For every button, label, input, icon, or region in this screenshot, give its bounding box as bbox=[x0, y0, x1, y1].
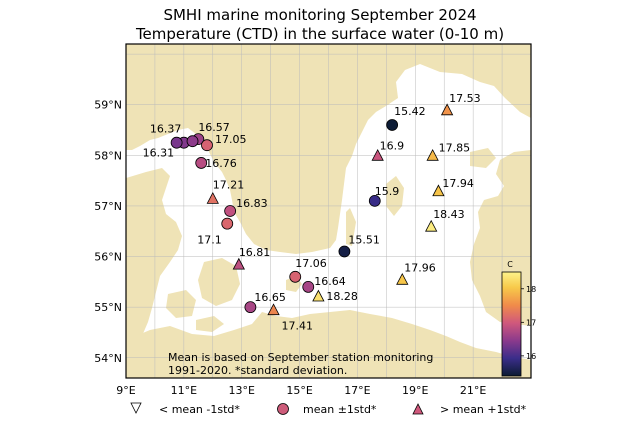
lon-tick-label: 15°E bbox=[286, 384, 312, 397]
map-area bbox=[126, 44, 531, 378]
lon-tick-label: 9°E bbox=[116, 384, 135, 397]
station-value-label: 16.81 bbox=[239, 246, 270, 259]
station-value-label: 16.65 bbox=[254, 291, 286, 304]
station-marker-mean bbox=[224, 205, 237, 217]
lat-tick-label: 55°N bbox=[94, 301, 122, 314]
lat-tick-label: 56°N bbox=[94, 251, 122, 264]
station-value-label: 17.1 bbox=[197, 234, 222, 247]
station-marker-above bbox=[232, 257, 245, 270]
gridlines bbox=[126, 44, 531, 378]
axis-ticks: 9°E 11°E 13°E 15°E 17°E 19°E 21°E 54°N 55°N 56°N 5… bbox=[94, 99, 486, 397]
land-jutland bbox=[126, 168, 182, 340]
station-value-label: 17.85 bbox=[439, 141, 471, 154]
station-marker-mean bbox=[302, 281, 315, 293]
station-value-label: 16.76 bbox=[205, 157, 237, 170]
legend-label-above: > mean +1std* bbox=[440, 403, 527, 416]
title-line1: SMHI marine monitoring September 2024 bbox=[163, 6, 477, 24]
station-value-label: 17.21 bbox=[213, 178, 245, 191]
station-marker-mean bbox=[338, 245, 351, 258]
station-value-label: 17.06 bbox=[295, 257, 327, 270]
station-value-label: 15.51 bbox=[348, 233, 380, 246]
land-oland bbox=[346, 208, 356, 246]
station-value-label: 17.41 bbox=[282, 320, 314, 333]
station-marker-mean bbox=[186, 135, 199, 148]
station-marker-above bbox=[440, 103, 454, 116]
lon-tick-label: 19°E bbox=[402, 384, 428, 397]
map-frame bbox=[125, 43, 532, 379]
station-value-label: 16.9 bbox=[380, 139, 405, 152]
station-value-label: 17.53 bbox=[449, 92, 481, 105]
station-marker-mean bbox=[170, 136, 183, 149]
lat-tick-label: 59°N bbox=[94, 99, 122, 112]
station-value-label: 17.96 bbox=[404, 261, 436, 274]
legend-marker-above bbox=[412, 403, 424, 415]
station-value-label: 17.94 bbox=[442, 177, 474, 190]
station-marker-above bbox=[206, 191, 219, 204]
station-value-label: 16.37 bbox=[150, 123, 182, 136]
colorbar-ramp bbox=[501, 271, 522, 377]
note-line2: 1991-2020. *standard deviation. bbox=[168, 364, 347, 377]
land-zealand bbox=[198, 258, 240, 306]
station-marker-above bbox=[371, 148, 384, 161]
station-value-label: 16.57 bbox=[198, 121, 230, 134]
stations-layer: 16.37 16.57 16.31 17.05 16.76 17.21 16.83 17.1 1… bbox=[143, 92, 481, 333]
station-marker-mean bbox=[244, 301, 257, 314]
note-line1: Mean is based on September station monit… bbox=[168, 351, 433, 364]
station-marker-above bbox=[396, 272, 409, 285]
colorbar: C 16 17 18 bbox=[501, 260, 536, 377]
lon-tick-label: 13°E bbox=[228, 384, 254, 397]
colorbar-tick-label: 18 bbox=[526, 285, 536, 294]
station-marker-mean bbox=[289, 270, 302, 283]
station-marker-mean bbox=[368, 194, 381, 207]
station-marker-above bbox=[425, 219, 438, 232]
station-marker-mean bbox=[386, 119, 399, 131]
land-funen bbox=[166, 290, 196, 318]
land-lolland bbox=[196, 316, 224, 332]
station-value-label: 15.42 bbox=[394, 105, 426, 118]
colorbar-tick-label: 17 bbox=[526, 318, 536, 327]
station-marker-above bbox=[426, 148, 439, 161]
title-line2: Temperature (CTD) in the surface water (… bbox=[135, 25, 505, 43]
lon-tick-label: 17°E bbox=[344, 384, 370, 397]
station-marker-mean bbox=[201, 139, 213, 152]
land-saaremaa bbox=[470, 148, 496, 168]
station-value-label: 16.83 bbox=[236, 197, 268, 210]
station-marker-above bbox=[432, 184, 445, 197]
colorbar-label: C bbox=[507, 260, 513, 269]
station-value-label: 16.64 bbox=[314, 275, 346, 288]
station-value-label: 18.43 bbox=[433, 208, 465, 221]
station-value-label: 16.31 bbox=[143, 147, 175, 160]
lat-tick-label: 57°N bbox=[94, 200, 122, 213]
legend-marker-mean bbox=[277, 403, 289, 415]
lon-tick-label: 21°E bbox=[460, 384, 486, 397]
station-value-label: 17.05 bbox=[215, 133, 247, 146]
legend-label-mean: mean ±1std* bbox=[303, 403, 377, 416]
station-value-label: 18.28 bbox=[326, 290, 358, 303]
legend-marker-below bbox=[130, 402, 142, 414]
lon-tick-label: 11°E bbox=[171, 384, 197, 397]
station-marker-mean bbox=[195, 157, 208, 169]
lat-tick-label: 54°N bbox=[94, 352, 122, 365]
station-marker-above bbox=[267, 303, 280, 316]
lat-tick-label: 58°N bbox=[94, 149, 122, 162]
legend-label-below: < mean -1std* bbox=[159, 403, 240, 416]
station-value-label: 15.9 bbox=[375, 185, 400, 198]
colorbar-ticks: 16 17 18 bbox=[521, 285, 536, 361]
station-marker-above bbox=[312, 289, 325, 302]
station-marker-mean bbox=[221, 217, 234, 230]
legend: < mean -1std* mean ±1std* > mean +1std* bbox=[130, 402, 527, 416]
colorbar-tick-label: 16 bbox=[526, 352, 536, 361]
